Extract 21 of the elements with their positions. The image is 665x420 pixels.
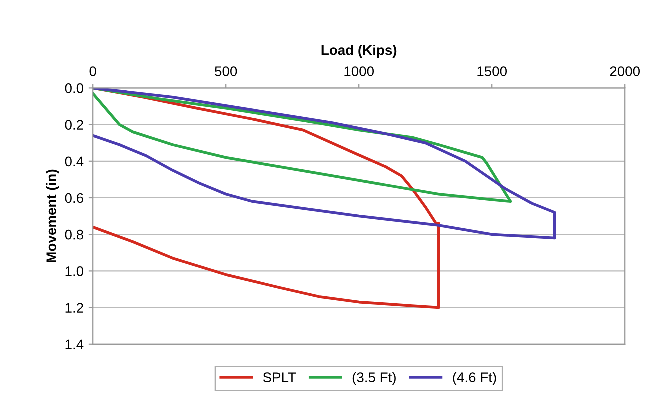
y-tick-label: 0.0 (65, 84, 84, 94)
x-tick-label: 1000 (344, 66, 374, 76)
legend-label: (3.5 Ft) (352, 372, 396, 386)
legend-label: (4.6 Ft) (453, 372, 496, 386)
y-tick-label: 1.0 (66, 266, 84, 276)
line-series (93, 88, 512, 204)
y-tick-label: 1.4 (66, 340, 84, 350)
x-tick-label: 2000 (610, 66, 640, 76)
line-series (93, 88, 556, 240)
x-axis-title: Load (Kips) (322, 45, 397, 58)
y-tick-label: 0.6 (65, 193, 84, 204)
legend-label: SPLT (263, 372, 296, 382)
x-tick-label: 1500 (478, 66, 508, 76)
y-tick-label: 0.4 (65, 156, 84, 167)
x-tick-label: 500 (215, 66, 238, 76)
y-tick-label: 1.2 (66, 303, 84, 313)
y-axis-title: Movement (in) (46, 170, 60, 262)
y-tick-label: 0.8 (65, 230, 84, 240)
x-tick-label: 0 (90, 66, 96, 76)
line-series (93, 88, 440, 310)
y-tick-label: 0.2 (65, 120, 84, 130)
